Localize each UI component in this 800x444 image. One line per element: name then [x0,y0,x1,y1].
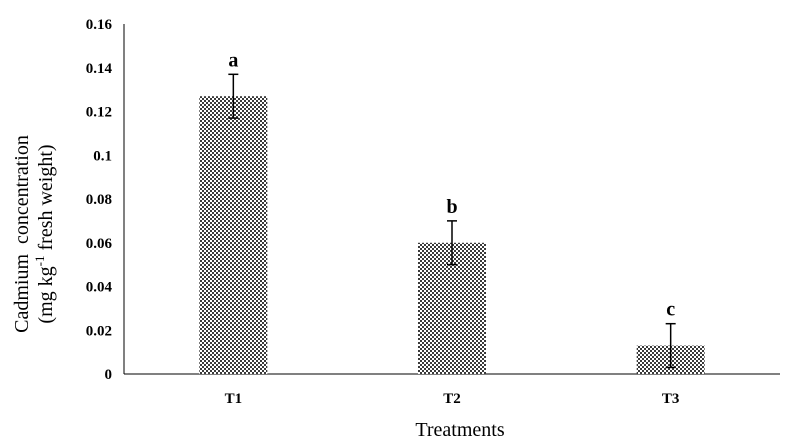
y-tick-label: 0.16 [86,17,113,33]
y-axis-title-unit-sup: -1 [32,256,47,267]
y-tick-label: 0.06 [86,236,113,252]
significance-letters: a b c [228,49,675,320]
y-tick-labels: 0 0.02 0.04 0.06 0.08 0.1 0.12 0.14 0.16 [86,17,113,383]
y-axis-title-line2: (mg kg-1 fresh weight) [32,144,57,323]
significance-letter-t1: a [228,49,238,71]
y-tick-label: 0.08 [86,192,112,208]
y-tick-label: 0.14 [86,61,113,77]
y-axis-title-line1: Cadmium concentration [11,135,33,333]
significance-letter-t2: b [446,196,457,218]
y-tick-label: 0.02 [86,323,112,339]
y-tick-label: 0 [105,367,113,383]
category-label-t3: T3 [662,391,680,407]
y-tick-label: 0.12 [86,105,112,121]
category-label-t2: T2 [443,391,461,407]
x-axis-title: Treatments [415,419,504,441]
y-tick-label: 0.1 [93,148,112,164]
bar-t1 [199,96,268,374]
y-axis-title: Cadmium concentration (mg kg-1 fresh wei… [11,135,57,333]
significance-letter-t3: c [666,299,675,321]
y-axis-title-unit-prefix: (mg kg [35,266,57,323]
y-axis-title-unit-suffix: fresh weight) [35,144,57,255]
category-label-t1: T1 [225,391,243,407]
category-labels: T1 T2 T3 [225,391,680,407]
error-bars [228,73,676,369]
y-tick-label: 0.04 [86,280,113,296]
